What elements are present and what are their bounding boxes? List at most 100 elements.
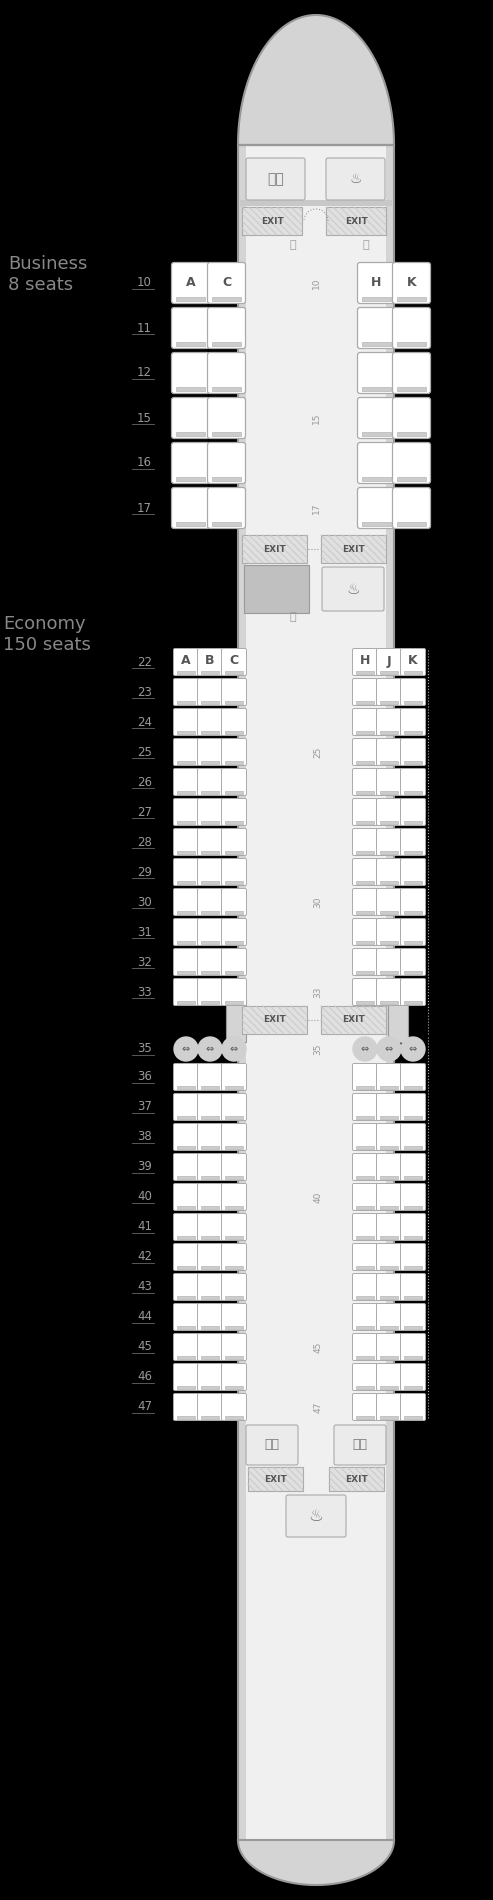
Bar (177, 762, 195, 764)
FancyBboxPatch shape (221, 1123, 246, 1151)
Text: ⇔: ⇔ (361, 1043, 369, 1055)
Bar (404, 1326, 422, 1328)
FancyBboxPatch shape (221, 1364, 246, 1391)
Bar (356, 851, 374, 853)
FancyBboxPatch shape (377, 978, 401, 1005)
Bar (380, 940, 398, 944)
FancyBboxPatch shape (400, 1184, 425, 1210)
FancyBboxPatch shape (172, 443, 210, 483)
Text: 37: 37 (137, 1100, 152, 1113)
Bar (356, 732, 374, 733)
FancyBboxPatch shape (322, 566, 384, 612)
FancyBboxPatch shape (198, 1393, 222, 1421)
Text: A: A (186, 276, 195, 289)
Bar (326, 207, 386, 236)
FancyBboxPatch shape (400, 889, 425, 916)
FancyBboxPatch shape (221, 859, 246, 885)
Bar (177, 701, 195, 703)
FancyBboxPatch shape (392, 308, 430, 348)
Bar (177, 1001, 195, 1003)
Bar (201, 1385, 219, 1389)
FancyBboxPatch shape (208, 262, 246, 304)
FancyBboxPatch shape (174, 859, 199, 885)
FancyBboxPatch shape (377, 1393, 401, 1421)
Bar (225, 671, 243, 673)
Text: 30: 30 (137, 895, 152, 908)
Bar (201, 1357, 219, 1358)
FancyBboxPatch shape (221, 709, 246, 735)
Text: 41: 41 (137, 1220, 152, 1233)
Bar (201, 1001, 219, 1003)
Bar (242, 536, 307, 562)
Bar (201, 1265, 219, 1269)
Bar (356, 1357, 374, 1358)
FancyBboxPatch shape (208, 443, 246, 483)
Bar (380, 1385, 398, 1389)
Bar (380, 1265, 398, 1269)
Circle shape (174, 1037, 198, 1060)
Bar (380, 1176, 398, 1178)
Bar (177, 1206, 195, 1208)
Text: Economy
150 seats: Economy 150 seats (3, 616, 91, 654)
Text: 45: 45 (137, 1341, 152, 1353)
FancyBboxPatch shape (174, 1393, 199, 1421)
Bar (404, 882, 422, 884)
Bar (356, 1265, 374, 1269)
Bar (225, 821, 243, 823)
Text: EXIT: EXIT (264, 1474, 287, 1484)
FancyBboxPatch shape (174, 709, 199, 735)
Bar (225, 882, 243, 884)
Text: 43: 43 (137, 1281, 152, 1294)
Text: 29: 29 (137, 866, 152, 878)
FancyBboxPatch shape (400, 798, 425, 825)
FancyBboxPatch shape (198, 948, 222, 975)
FancyBboxPatch shape (352, 918, 378, 946)
FancyBboxPatch shape (352, 1334, 378, 1360)
Text: 10: 10 (312, 277, 320, 289)
FancyBboxPatch shape (221, 768, 246, 796)
FancyBboxPatch shape (400, 978, 425, 1005)
Bar (201, 762, 219, 764)
Bar (177, 1357, 195, 1358)
Bar (380, 1357, 398, 1358)
Text: B: B (205, 654, 215, 667)
FancyBboxPatch shape (400, 1334, 425, 1360)
Bar (380, 1326, 398, 1328)
Text: 11: 11 (137, 321, 152, 334)
Bar (329, 1467, 384, 1492)
Bar (177, 910, 195, 914)
Bar (201, 701, 219, 703)
FancyBboxPatch shape (400, 1064, 425, 1091)
FancyBboxPatch shape (352, 648, 378, 676)
FancyBboxPatch shape (352, 1273, 378, 1300)
Bar (246, 144, 386, 1839)
FancyBboxPatch shape (352, 1303, 378, 1330)
Text: ⛼⛼: ⛼⛼ (352, 1438, 367, 1452)
Bar (356, 1296, 374, 1298)
FancyBboxPatch shape (221, 1094, 246, 1121)
Text: 40: 40 (137, 1191, 152, 1203)
Text: 12: 12 (137, 367, 152, 380)
Text: EXIT: EXIT (342, 1015, 365, 1024)
Bar (225, 940, 243, 944)
Bar (176, 388, 205, 391)
Bar (362, 388, 391, 391)
Text: 22: 22 (137, 656, 152, 669)
Bar (356, 1206, 374, 1208)
Bar (356, 790, 374, 794)
FancyBboxPatch shape (286, 1495, 346, 1537)
Bar (404, 1206, 422, 1208)
Text: C: C (222, 276, 231, 289)
FancyBboxPatch shape (352, 1094, 378, 1121)
FancyBboxPatch shape (208, 488, 246, 528)
Text: 30: 30 (314, 897, 322, 908)
Circle shape (401, 1037, 425, 1060)
Bar (356, 1416, 374, 1419)
Text: 27: 27 (137, 806, 152, 819)
Bar (404, 851, 422, 853)
Bar (404, 762, 422, 764)
FancyBboxPatch shape (377, 709, 401, 735)
Text: 47: 47 (314, 1402, 322, 1414)
Bar (201, 940, 219, 944)
Bar (362, 477, 391, 481)
